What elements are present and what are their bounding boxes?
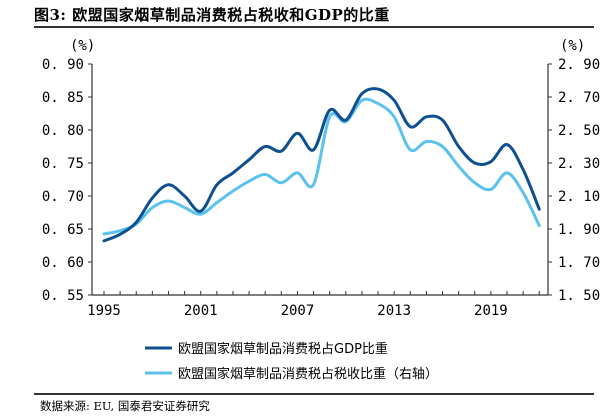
- left-tick-label: 0. 90: [42, 57, 84, 73]
- right-tick-label: 1. 90: [558, 222, 600, 238]
- title-divider: [34, 26, 594, 28]
- right-axis-unit: (%): [560, 38, 585, 54]
- x-tick-label: 2001: [184, 303, 218, 319]
- x-tick-label: 1995: [87, 303, 121, 319]
- legend-label-gdp-share: 欧盟国家烟草制品消费税占GDP比重: [178, 341, 388, 357]
- footer-divider: [34, 393, 594, 395]
- right-tick-label: 2. 10: [558, 189, 600, 205]
- chart-title: 图3: 欧盟国家烟草制品消费税占税收和GDP的比重: [34, 6, 390, 24]
- source-note: 数据来源: EU, 国泰君安证券研究: [40, 399, 210, 413]
- series-line-gdp-share: [102, 87, 541, 243]
- series-line-tax-share: [102, 97, 541, 236]
- left-tick-label: 0. 60: [42, 255, 84, 271]
- right-tick-label: 2. 70: [558, 90, 600, 106]
- legend-label-tax-share: 欧盟国家烟草制品消费税占税收比重（右轴）: [178, 366, 438, 382]
- left-tick-label: 0. 75: [42, 156, 84, 172]
- x-tick-label: 2019: [474, 303, 508, 319]
- left-tick-label: 0. 55: [42, 288, 84, 304]
- left-axis-unit: (%): [70, 38, 95, 54]
- right-tick-label: 2. 30: [558, 156, 600, 172]
- x-tick-label: 2007: [281, 303, 315, 319]
- right-tick-label: 2. 50: [558, 123, 600, 139]
- left-tick-label: 0. 85: [42, 90, 84, 106]
- right-tick-label: 1. 70: [558, 255, 600, 271]
- left-tick-label: 0. 70: [42, 189, 84, 205]
- left-tick-label: 0. 80: [42, 123, 84, 139]
- right-tick-label: 1. 50: [558, 288, 600, 304]
- left-tick-label: 0. 65: [42, 222, 84, 238]
- right-tick-label: 2. 90: [558, 57, 600, 73]
- x-tick-label: 2013: [377, 303, 411, 319]
